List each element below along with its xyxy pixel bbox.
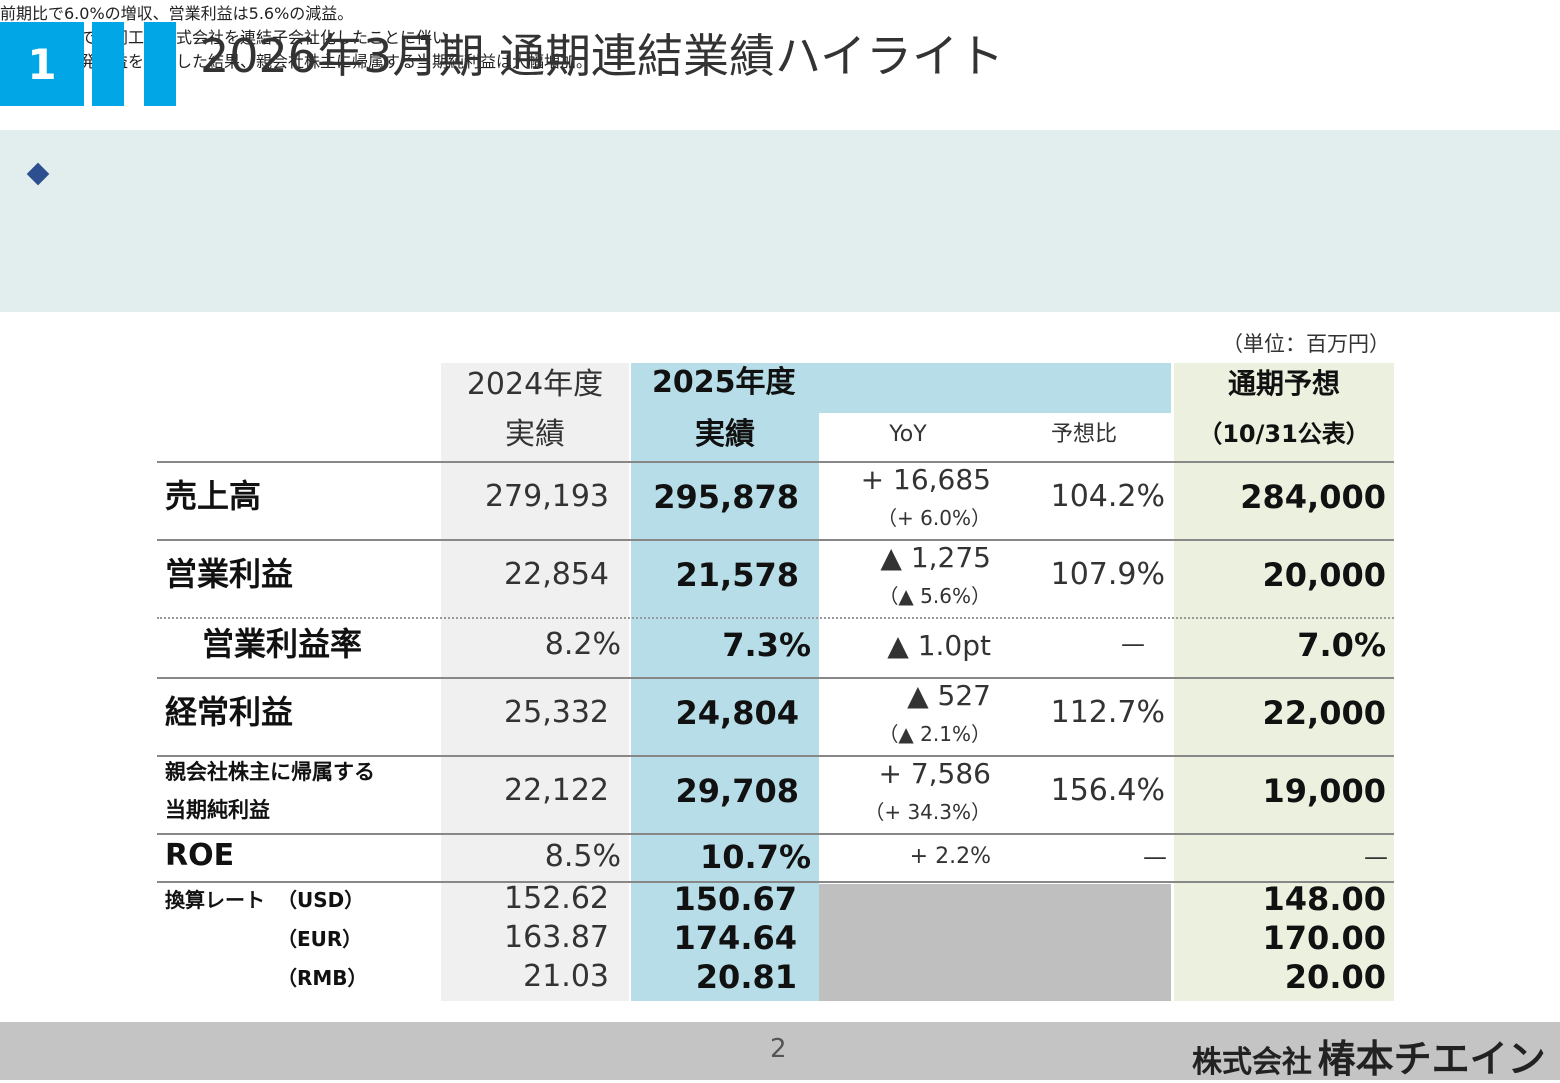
header-cur-year: 2025年度: [652, 365, 796, 400]
cell-prev: 22,854: [504, 557, 609, 592]
company-logo: 株式会社 椿本チエイン: [1192, 1028, 1546, 1083]
cell-yoy-pct: （▲ 5.6%）: [878, 584, 991, 608]
header-forecast: 通期予想: [1227, 367, 1340, 400]
cell-cur: 24,804: [675, 694, 799, 732]
header-cur-sub: 実績: [695, 417, 755, 452]
cell-vs: 156.4%: [1050, 773, 1165, 808]
rate-forecast: 170.00: [1262, 919, 1386, 957]
cell-vs: —: [1121, 630, 1145, 658]
rates-ccy-rmb: （RMB）: [277, 966, 368, 990]
row-divider: [157, 461, 1394, 463]
row-label-ordinary-profit: 経常利益: [165, 693, 294, 731]
summary-box: [0, 130, 1560, 312]
company-logo-prefix: 株式会社: [1192, 1045, 1312, 1080]
rate-cur: 174.64: [673, 919, 797, 957]
row-label-sales: 売上高: [165, 477, 262, 515]
rates-gray-block: [819, 884, 1171, 1001]
unit-label: （単位：百万円）: [1222, 332, 1390, 356]
rates-label: 換算レート: [165, 888, 265, 912]
cell-forecast: 20,000: [1262, 556, 1386, 594]
cell-vs: 107.9%: [1050, 557, 1165, 592]
rate-prev: 21.03: [523, 959, 609, 994]
cell-yoy-pct: （+ 34.3%）: [864, 800, 991, 824]
header-bar: [92, 22, 124, 106]
cell-prev: 8.2%: [544, 627, 621, 662]
cell-yoy-pct: （+ 6.0%）: [877, 506, 991, 530]
cell-yoy: + 7,586: [878, 757, 991, 790]
header-bar: [144, 22, 176, 106]
cell-cur: 29,708: [675, 772, 799, 810]
row-label-net-income-1: 親会社株主に帰属する: [165, 760, 375, 784]
cell-yoy: ▲ 1.0pt: [887, 629, 991, 662]
row-label-operating-profit: 営業利益: [165, 555, 294, 593]
header-prev-sub: 実績: [505, 417, 565, 452]
header-yoy: YoY: [889, 422, 927, 447]
cell-prev: 22,122: [504, 773, 609, 808]
page-number: 2: [770, 1034, 787, 1064]
header-forecast-sub: （10/31公表）: [1198, 420, 1370, 448]
rate-cur: 20.81: [695, 958, 797, 996]
header-prev-year: 2024年度: [466, 367, 604, 402]
cell-forecast: 19,000: [1262, 772, 1386, 810]
row-divider-dotted: [157, 617, 1394, 619]
row-label-net-income-2: 当期純利益: [165, 798, 270, 822]
col-bg-forecast: [1174, 363, 1394, 1001]
rates-ccy-usd: （USD）: [277, 888, 365, 912]
header-vs-forecast: 予想比: [1050, 422, 1117, 447]
row-label-operating-margin: 営業利益率: [202, 625, 363, 663]
summary-line: 前期比で6.0%の増収、営業利益は5.6%の減益。: [0, 4, 354, 23]
cell-cur: 295,878: [653, 478, 799, 516]
rate-cur: 150.67: [673, 880, 797, 918]
col-bg-cur: [631, 363, 819, 1001]
page-title: 2026年3月期 通期連結業績ハイライト: [200, 29, 1005, 83]
cell-prev: 279,193: [484, 479, 609, 514]
cell-prev: 25,332: [504, 695, 609, 730]
cell-vs: 112.7%: [1050, 695, 1165, 730]
row-divider: [157, 833, 1394, 835]
cell-forecast: 7.0%: [1297, 626, 1386, 664]
cell-yoy: ▲ 527: [907, 679, 991, 712]
cell-prev: 8.5%: [544, 839, 621, 874]
rates-ccy-eur: （EUR）: [277, 927, 363, 951]
cell-vs: —: [1143, 843, 1167, 871]
cell-yoy: + 16,685: [860, 463, 991, 496]
cell-yoy-pct: （▲ 2.1%）: [878, 722, 991, 746]
cell-cur: 7.3%: [722, 626, 811, 664]
cell-cur: 10.7%: [699, 838, 811, 876]
cell-vs: 104.2%: [1050, 479, 1165, 514]
row-divider: [157, 755, 1394, 757]
cell-forecast: 284,000: [1240, 478, 1386, 516]
row-divider: [157, 881, 1394, 883]
rate-prev: 152.62: [504, 881, 609, 916]
cell-yoy: + 2.2%: [909, 844, 991, 869]
section-number: 1: [0, 22, 84, 106]
cell-cur: 21,578: [675, 556, 799, 594]
rate-forecast: 20.00: [1284, 958, 1386, 996]
row-label-roe: ROE: [165, 838, 235, 873]
row-divider: [157, 677, 1394, 679]
cell-forecast: 22,000: [1262, 694, 1386, 732]
company-logo-name: 椿本チエイン: [1317, 1037, 1546, 1081]
rate-forecast: 148.00: [1262, 880, 1386, 918]
footer-bar: [0, 1022, 1560, 1080]
row-divider: [157, 539, 1394, 541]
cell-forecast: —: [1364, 843, 1388, 871]
rate-prev: 163.87: [504, 920, 609, 955]
cell-yoy: ▲ 1,275: [880, 541, 991, 574]
col-bg-prev: [441, 363, 629, 1001]
header-bg-cur: [819, 363, 1171, 413]
